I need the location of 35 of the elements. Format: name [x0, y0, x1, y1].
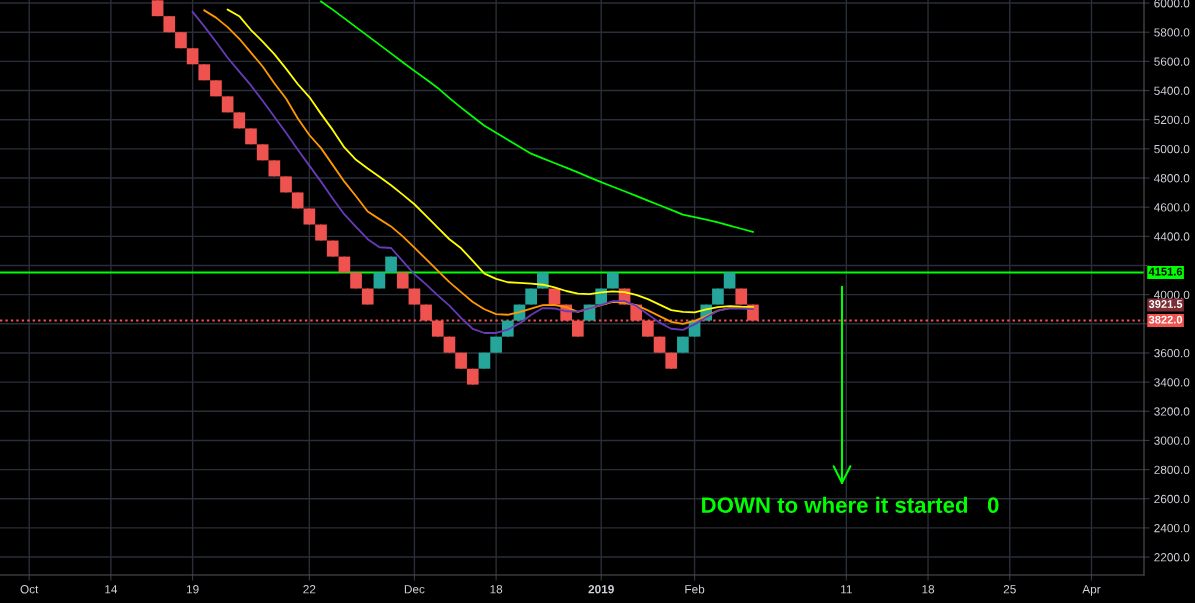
line-series	[320, 0, 754, 233]
x-tick-label: 14	[105, 585, 118, 594]
annotation: DOWN to where it started 0	[702, 496, 999, 513]
text: 3921.5	[1148, 300, 1183, 308]
y-tick-label: 5600.0	[1154, 57, 1190, 66]
x-tick-label: Apr	[1082, 585, 1101, 596]
y-tick-label: 4400.0	[1153, 232, 1190, 241]
y-tick-label: 3600.0	[1154, 348, 1190, 358]
y-tick-label: 4600.0	[1153, 203, 1190, 212]
y-tick-label: 2600.0	[1154, 494, 1190, 504]
ref-line-label: 3822.0	[1148, 315, 1183, 324]
y-tick-label: 5000.0	[1154, 144, 1190, 154]
y-tick-label: 2200.0	[1154, 553, 1190, 562]
y-tick-label: 3000.0	[1154, 436, 1190, 445]
y-tick-label: 4800.0	[1153, 174, 1190, 183]
x-tick-label: 18	[922, 585, 935, 594]
x-tick-label: 22	[303, 585, 316, 594]
x-tick-label: 18	[490, 585, 503, 594]
y-tick-label: 6000.0	[1154, 0, 1190, 8]
x-tick-label: Feb	[685, 584, 705, 594]
x-tick-label: Dec	[404, 585, 425, 594]
y-tick-label: 5200.0	[1154, 115, 1190, 125]
x-tick-label: Oct	[20, 585, 39, 594]
x-tick-label: 2019	[588, 585, 614, 594]
y-tick-label: 3200.0	[1154, 407, 1190, 416]
x-tick-label: 19	[186, 585, 199, 594]
y-tick-label: 5800.0	[1154, 28, 1190, 37]
y-tick-label: 2800.0	[1154, 465, 1190, 474]
x-tick-label: 25	[1003, 585, 1016, 594]
y-tick-label: 2400.0	[1154, 523, 1190, 533]
x-tick-label: 11	[841, 585, 852, 594]
y-tick-label: 5400.0	[1154, 86, 1190, 95]
y-tick-label: 3400.0	[1154, 378, 1190, 387]
y-tick-label: 4000.0	[1153, 290, 1190, 300]
ref-line-label: 4151.6	[1148, 267, 1183, 276]
